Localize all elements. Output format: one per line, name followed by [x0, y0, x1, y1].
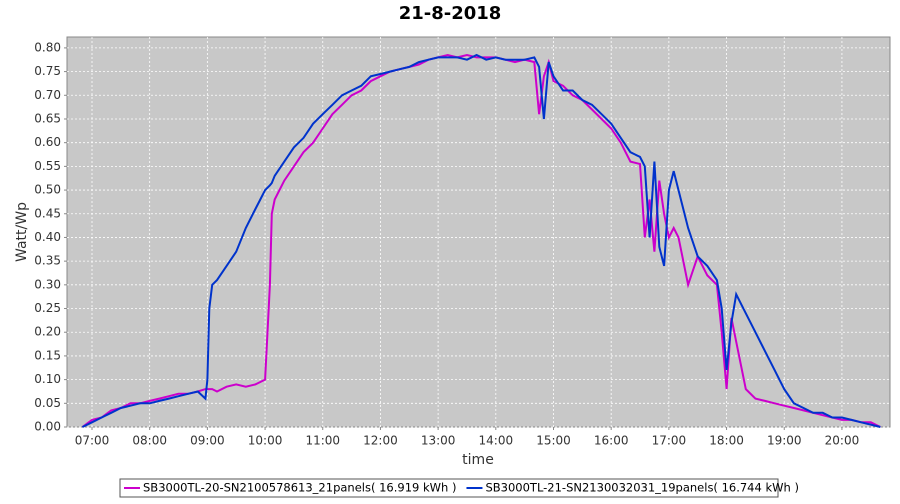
y-tick-label: 0.80: [34, 40, 61, 54]
x-tick-label: 10:00: [248, 434, 283, 448]
y-tick-label: 0.45: [34, 206, 61, 220]
x-tick-label: 13:00: [421, 434, 456, 448]
x-tick-label: 07:00: [75, 434, 110, 448]
y-tick-label: 0.40: [34, 230, 61, 244]
y-axis-label: Watt/Wp: [14, 202, 30, 262]
y-tick-label: 0.55: [34, 159, 61, 173]
x-tick-label: 20:00: [825, 434, 860, 448]
x-tick-label: 09:00: [190, 434, 225, 448]
y-tick-label: 0.75: [34, 64, 61, 78]
y-tick-label: 0.60: [34, 135, 61, 149]
y-tick-label: 0.25: [34, 301, 61, 315]
chart-title: 21-8-2018: [399, 3, 502, 24]
x-tick-label: 18:00: [709, 434, 744, 448]
y-tick-label: 0.70: [34, 88, 61, 102]
y-tick-label: 0.65: [34, 111, 61, 125]
x-tick-label: 15:00: [536, 434, 571, 448]
series-line: [81, 53, 881, 428]
x-tick-label: 11:00: [305, 434, 340, 448]
x-tick-label: 16:00: [594, 434, 629, 448]
y-tick-label: 0.00: [34, 420, 61, 434]
y-tick-label: 0.35: [34, 254, 61, 268]
y-tick-label: 0.05: [34, 396, 61, 410]
x-tick-label: 12:00: [363, 434, 398, 448]
x-tick-label: 19:00: [767, 434, 802, 448]
x-tick-label: 17:00: [652, 434, 687, 448]
x-tick-label: 14:00: [479, 434, 514, 448]
x-axis-label: time: [462, 452, 494, 468]
y-tick-label: 0.50: [34, 183, 61, 197]
legend: SB3000TL-20-SN2100578613_21panels( 16.91…: [119, 478, 799, 498]
y-tick-label: 0.30: [34, 277, 61, 291]
y-tick-label: 0.15: [34, 348, 61, 362]
plot-area: [66, 36, 891, 428]
legend-label: SB3000TL-21-SN2130032031_19panels( 16.74…: [485, 481, 798, 495]
legend-label: SB3000TL-20-SN2100578613_21panels( 16.91…: [143, 481, 456, 495]
x-tick-label: 08:00: [132, 434, 167, 448]
y-tick-label: 0.10: [34, 372, 61, 386]
y-tick-label: 0.20: [34, 325, 61, 339]
legend-box: [119, 478, 779, 498]
